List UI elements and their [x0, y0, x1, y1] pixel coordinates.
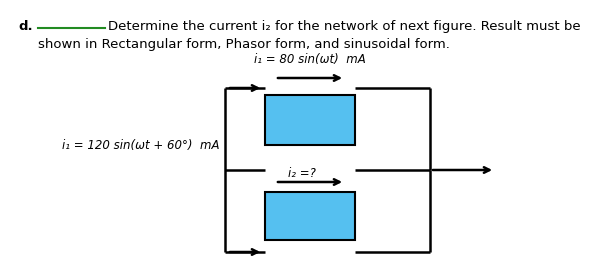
Bar [265, 192, 355, 240]
Bar [265, 95, 355, 145]
Text: i₁ = 80 sin(ωt)  mA: i₁ = 80 sin(ωt) mA [254, 53, 366, 66]
Text: shown in Rectangular form, Phasor form, and sinusoidal form.: shown in Rectangular form, Phasor form, … [38, 38, 450, 51]
Text: Determine the current i₂ for the network of next figure. Result must be: Determine the current i₂ for the network… [108, 20, 581, 33]
Text: d.: d. [18, 20, 33, 33]
Text: i₁ = 120 sin(ωt + 60°)  mA: i₁ = 120 sin(ωt + 60°) mA [63, 139, 220, 152]
Text: i₂ =?: i₂ =? [288, 167, 316, 180]
